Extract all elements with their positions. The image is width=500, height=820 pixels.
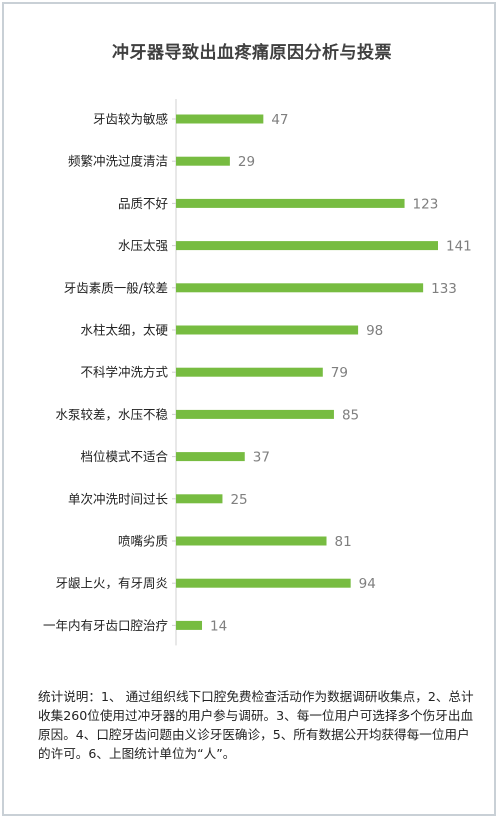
chart-title: 冲牙器导致出血疼痛原因分析与投票 [112, 43, 392, 63]
bar [176, 536, 327, 546]
category-label: 牙龈上火，有牙周炎 [55, 576, 168, 591]
data-label: 29 [238, 154, 255, 170]
data-label: 37 [253, 450, 270, 466]
bar [176, 578, 351, 588]
data-label: 141 [446, 239, 472, 255]
bar [176, 198, 405, 208]
data-label: 94 [359, 576, 376, 592]
category-label: 水柱太细，太硬 [80, 323, 168, 338]
footnote: 统计说明：1、 通过组织线下口腔免费检查活动作为数据调研收集点，2、总计收集26… [38, 689, 474, 761]
bar [176, 283, 424, 293]
data-label: 123 [413, 196, 439, 212]
category-label: 档位模式不适合 [80, 449, 168, 464]
bar [176, 156, 230, 166]
category-label: 喷嘴劣质 [118, 534, 168, 549]
data-label: 25 [230, 492, 247, 508]
data-label: 85 [342, 407, 359, 423]
bar [176, 114, 264, 124]
bar [176, 409, 334, 419]
bar [176, 367, 323, 377]
category-label: 一年内有牙齿口腔治疗 [43, 618, 168, 633]
data-label: 14 [210, 618, 227, 634]
data-label: 81 [335, 534, 352, 550]
bar [176, 494, 223, 504]
bar [176, 620, 203, 630]
bar [176, 325, 359, 335]
bar-chart: 牙齿较为敏感 47 频繁冲洗过度清洁 29 品质不好 123 水压太强 141 牙齿素质一般/较… [43, 99, 472, 646]
category-label: 品质不好 [118, 196, 168, 211]
category-label: 水泵较差，水压不稳 [55, 407, 168, 422]
category-label: 牙齿素质一般/较差 [64, 280, 168, 295]
data-label: 133 [431, 281, 457, 297]
bar [176, 241, 438, 251]
category-label: 频繁冲洗过度清洁 [68, 154, 168, 169]
category-label: 不科学冲洗方式 [80, 365, 168, 380]
category-label: 牙齿较为敏感 [93, 112, 168, 127]
data-label: 79 [331, 365, 348, 381]
category-label: 水压太强 [118, 238, 169, 253]
data-label: 98 [366, 323, 383, 339]
category-label: 单次冲洗时间过长 [68, 491, 169, 506]
data-label: 47 [271, 112, 288, 128]
bar [176, 452, 245, 462]
